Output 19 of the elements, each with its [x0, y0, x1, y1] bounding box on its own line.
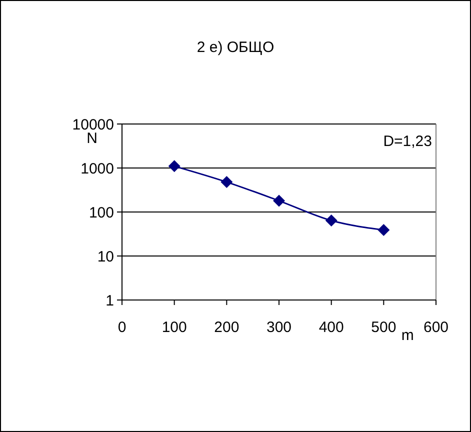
point — [220, 176, 233, 188]
y-tick-label: 100 — [88, 204, 114, 222]
x-tick-label: 600 — [423, 319, 449, 336]
y-tick-label: 1 — [106, 292, 114, 310]
annotation: D=1,23 — [383, 133, 432, 150]
x-tick-label: 200 — [214, 319, 240, 336]
x-tick-label: 100 — [162, 319, 187, 336]
point — [273, 194, 285, 207]
y-tick-label: 10 — [97, 248, 114, 266]
x-tick-label: 300 — [266, 319, 292, 336]
y-tick-label: 1000 — [80, 160, 114, 178]
point — [168, 160, 180, 172]
x-axis-title: m — [401, 327, 414, 344]
x-tick-label: 500 — [371, 319, 396, 336]
point — [378, 224, 390, 236]
chart-title: 2 е) ОБЩО — [196, 39, 274, 56]
x-tick-label: 400 — [318, 319, 344, 336]
point — [325, 214, 338, 227]
x-tick-label: 0 — [118, 319, 126, 336]
